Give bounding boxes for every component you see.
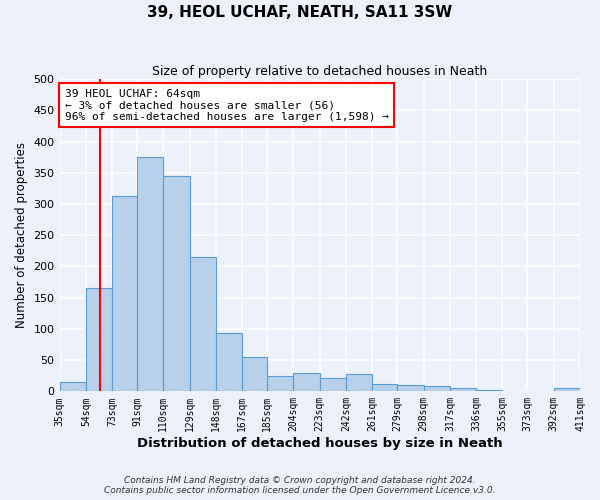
Bar [320,378,346,392]
Bar [86,288,112,392]
Bar [554,388,580,392]
Bar [190,257,216,392]
Text: 39 HEOL UCHAF: 64sqm
← 3% of detached houses are smaller (56)
96% of semi-detach: 39 HEOL UCHAF: 64sqm ← 3% of detached ho… [65,88,389,122]
Bar [137,157,163,392]
Bar [293,373,320,392]
Bar [346,374,373,392]
Bar [527,390,554,392]
Bar [242,357,267,392]
Text: Contains HM Land Registry data © Crown copyright and database right 2024.
Contai: Contains HM Land Registry data © Crown c… [104,476,496,495]
Bar [450,388,476,392]
Text: 39, HEOL UCHAF, NEATH, SA11 3SW: 39, HEOL UCHAF, NEATH, SA11 3SW [148,5,452,20]
Bar [502,390,527,392]
Bar [267,376,293,392]
Bar [476,390,502,392]
Bar [59,382,86,392]
Bar [216,334,242,392]
Title: Size of property relative to detached houses in Neath: Size of property relative to detached ho… [152,65,487,78]
Bar [424,386,450,392]
Bar [397,385,424,392]
Y-axis label: Number of detached properties: Number of detached properties [15,142,28,328]
Bar [373,384,397,392]
X-axis label: Distribution of detached houses by size in Neath: Distribution of detached houses by size … [137,437,503,450]
Bar [163,176,190,392]
Bar [112,196,137,392]
